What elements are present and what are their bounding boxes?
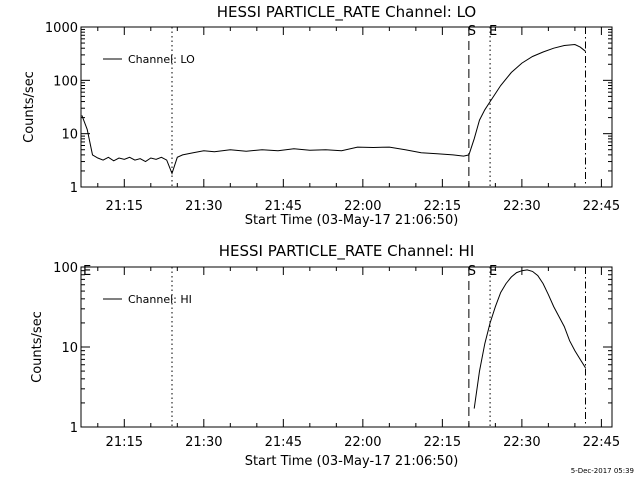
y-tick-label: 100 (53, 261, 78, 276)
y-tick-label: 100 (53, 74, 78, 89)
lo-channel-panel: HESSI PARTICLE_RATE Channel: LO Counts/se… (22, 3, 620, 228)
event-marker-label: S (468, 264, 476, 279)
legend-entry: Channel: LO (128, 53, 195, 66)
chart-title: HESSI PARTICLE_RATE Channel: LO (217, 3, 476, 22)
x-tick-label: 21:15 (106, 435, 143, 450)
x-tick-label: 21:45 (265, 199, 302, 214)
event-marker-label: E (489, 24, 497, 39)
x-tick-label: 22:45 (583, 199, 620, 214)
plot-frame (80, 26, 613, 188)
x-tick-label: 22:15 (424, 435, 461, 450)
y-tick-label: 1000 (45, 21, 78, 36)
x-tick-label: 22:45 (583, 435, 620, 450)
x-tick-label: 22:00 (344, 435, 381, 450)
y-axis-label: Counts/sec (22, 71, 37, 143)
y-tick-label: 10 (61, 341, 78, 356)
y-axis-label: Counts/sec (30, 311, 45, 383)
series-line (81, 43, 586, 175)
series-line (473, 269, 586, 409)
x-axis-label: Start Time (03-May-17 21:06:50) (245, 454, 459, 469)
x-tick-label: 21:30 (185, 199, 222, 214)
x-tick-label: 21:45 (265, 435, 302, 450)
y-tick-label: 10 (61, 128, 78, 143)
y-tick-label: 1 (70, 421, 78, 436)
x-tick-label: 22:30 (503, 199, 540, 214)
x-tick-label: 22:00 (344, 199, 381, 214)
y-tick-label: 1 (70, 181, 78, 196)
legend-entry: Channel: HI (128, 293, 192, 306)
x-tick-label: 21:15 (106, 199, 143, 214)
event-marker-label: S (468, 24, 476, 39)
x-tick-label: 22:15 (424, 199, 461, 214)
plot-frame (80, 266, 613, 428)
chart-title: HESSI PARTICLE_RATE Channel: HI (219, 242, 475, 261)
x-axis-label: Start Time (03-May-17 21:06:50) (245, 213, 459, 228)
hi-channel-panel: HESSI PARTICLE_RATE Channel: HI Counts/se… (30, 242, 620, 469)
timestamp: 5-Dec-2017 05:39 (571, 467, 634, 475)
event-marker-label: E (83, 264, 91, 279)
event-marker-label: E (489, 264, 497, 279)
x-tick-label: 21:30 (185, 435, 222, 450)
x-tick-label: 22:30 (503, 435, 540, 450)
